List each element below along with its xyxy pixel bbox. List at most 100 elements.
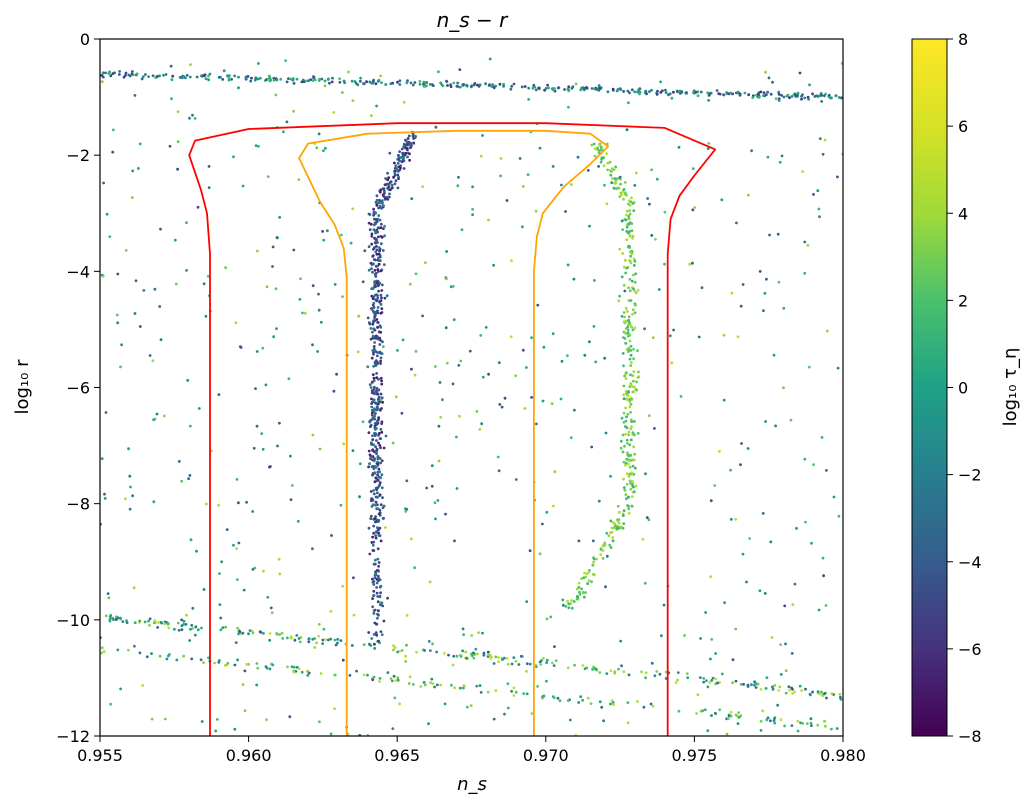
scatter-point [371, 336, 375, 340]
scatter-point [147, 75, 151, 78]
scatter-point [595, 557, 598, 561]
scatter-point [378, 578, 382, 581]
scatter-point [547, 86, 550, 90]
scatter-point [191, 113, 194, 117]
scatter-point [620, 314, 624, 318]
scatter-point [150, 717, 154, 721]
scatter-point [698, 676, 702, 679]
scatter-point [100, 457, 104, 460]
scatter-point [366, 365, 370, 369]
scatter-point [470, 652, 473, 656]
scatter-point [377, 330, 381, 334]
scatter-point [322, 627, 326, 631]
scatter-point [762, 94, 765, 97]
scatter-point [806, 243, 810, 247]
scatter-point [376, 486, 379, 490]
scatter-point [234, 641, 238, 644]
scatter-point [379, 74, 383, 78]
scatter-point [206, 274, 210, 278]
scatter-point [261, 346, 265, 350]
scatter-point [372, 379, 376, 383]
scatter-point [703, 708, 707, 712]
scatter-point [611, 539, 615, 543]
scatter-point [471, 185, 474, 189]
scatter-point [810, 541, 813, 545]
scatter-point [623, 265, 626, 269]
scatter-point [628, 465, 632, 469]
scatter-point [371, 498, 375, 502]
scatter-point [820, 100, 823, 103]
scatter-point [800, 97, 803, 101]
scatter-point [816, 189, 820, 193]
scatter-point [371, 434, 374, 438]
scatter-point [380, 459, 384, 463]
scatter-point [370, 455, 374, 458]
scatter-point [696, 693, 700, 697]
scatter-point [371, 605, 375, 609]
scatter-point [468, 349, 472, 353]
scatter-point [275, 78, 279, 82]
y-tick-label: −4 [66, 262, 90, 281]
scatter-point [587, 570, 591, 574]
scatter-point [393, 646, 397, 649]
scatter-point [246, 75, 250, 78]
scatter-point [644, 89, 648, 93]
scatter-point [784, 642, 787, 646]
scatter-point [801, 722, 805, 725]
scatter-point [329, 732, 333, 736]
scatter-point [541, 399, 545, 403]
scatter-point [514, 478, 518, 481]
scatter-point [381, 340, 384, 344]
scatter-point [205, 502, 208, 506]
scatter-point [292, 665, 296, 669]
scatter-point [152, 500, 156, 504]
scatter-point [418, 80, 422, 83]
scatter-point [609, 546, 613, 549]
scatter-point [481, 134, 484, 137]
scatter-point [612, 186, 616, 190]
scatter-point [368, 383, 372, 386]
scatter-point [629, 383, 633, 387]
scatter-point [586, 169, 590, 172]
scatter-point [159, 227, 162, 231]
scatter-point [276, 444, 279, 448]
scatter-point [766, 155, 770, 159]
scatter-point [627, 214, 631, 218]
scatter-point [371, 270, 374, 274]
scatter-point [789, 418, 793, 422]
scatter-point [295, 77, 299, 81]
scatter-point [118, 73, 121, 76]
scatter-point [627, 475, 631, 478]
scatter-point [699, 90, 703, 94]
scatter-point [780, 94, 783, 97]
scatter-point [176, 621, 180, 625]
scatter-point [361, 280, 365, 284]
scatter-point [627, 286, 630, 290]
scatter-point [318, 77, 321, 81]
scatter-point [519, 654, 523, 658]
scatter-point [709, 499, 713, 503]
scatter-point [331, 76, 334, 80]
scatter-point [823, 719, 826, 723]
x-axis-label: n_s [457, 774, 487, 795]
scatter-point [736, 335, 740, 339]
scatter-point [372, 258, 376, 261]
scatter-point [743, 91, 747, 95]
scatter-point [322, 149, 325, 153]
scatter-point [351, 99, 355, 102]
scatter-point [129, 485, 132, 489]
scatter-point [339, 639, 343, 642]
scatter-point [163, 622, 166, 626]
scatter-point [605, 152, 608, 156]
scatter-point [650, 168, 653, 172]
scatter-point [381, 345, 385, 348]
scatter-point [739, 463, 742, 466]
scatter-point [377, 512, 381, 516]
scatter-point [581, 590, 585, 594]
scatter-point [625, 238, 629, 242]
scatter-point [372, 305, 376, 309]
scatter-point [731, 681, 734, 685]
scatter-point [580, 577, 583, 580]
scatter-point [180, 624, 184, 628]
scatter-point [622, 330, 626, 334]
